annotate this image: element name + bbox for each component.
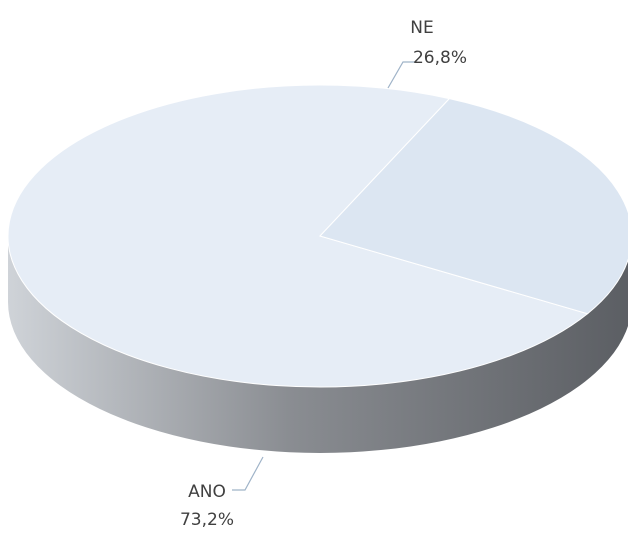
leader-line-ne [387,61,415,89]
leader-line-ano [232,456,264,491]
data-label-ano-category: ANO [188,482,226,502]
data-label-ano-value: 73,2% [180,510,234,530]
data-label-ne-value: 26,8% [413,48,467,68]
data-label-ne-category: NE [410,18,433,38]
pie-side-wall [8,236,628,453]
pie-slice-ano [7,84,589,388]
pie-slice-ne [319,98,628,315]
